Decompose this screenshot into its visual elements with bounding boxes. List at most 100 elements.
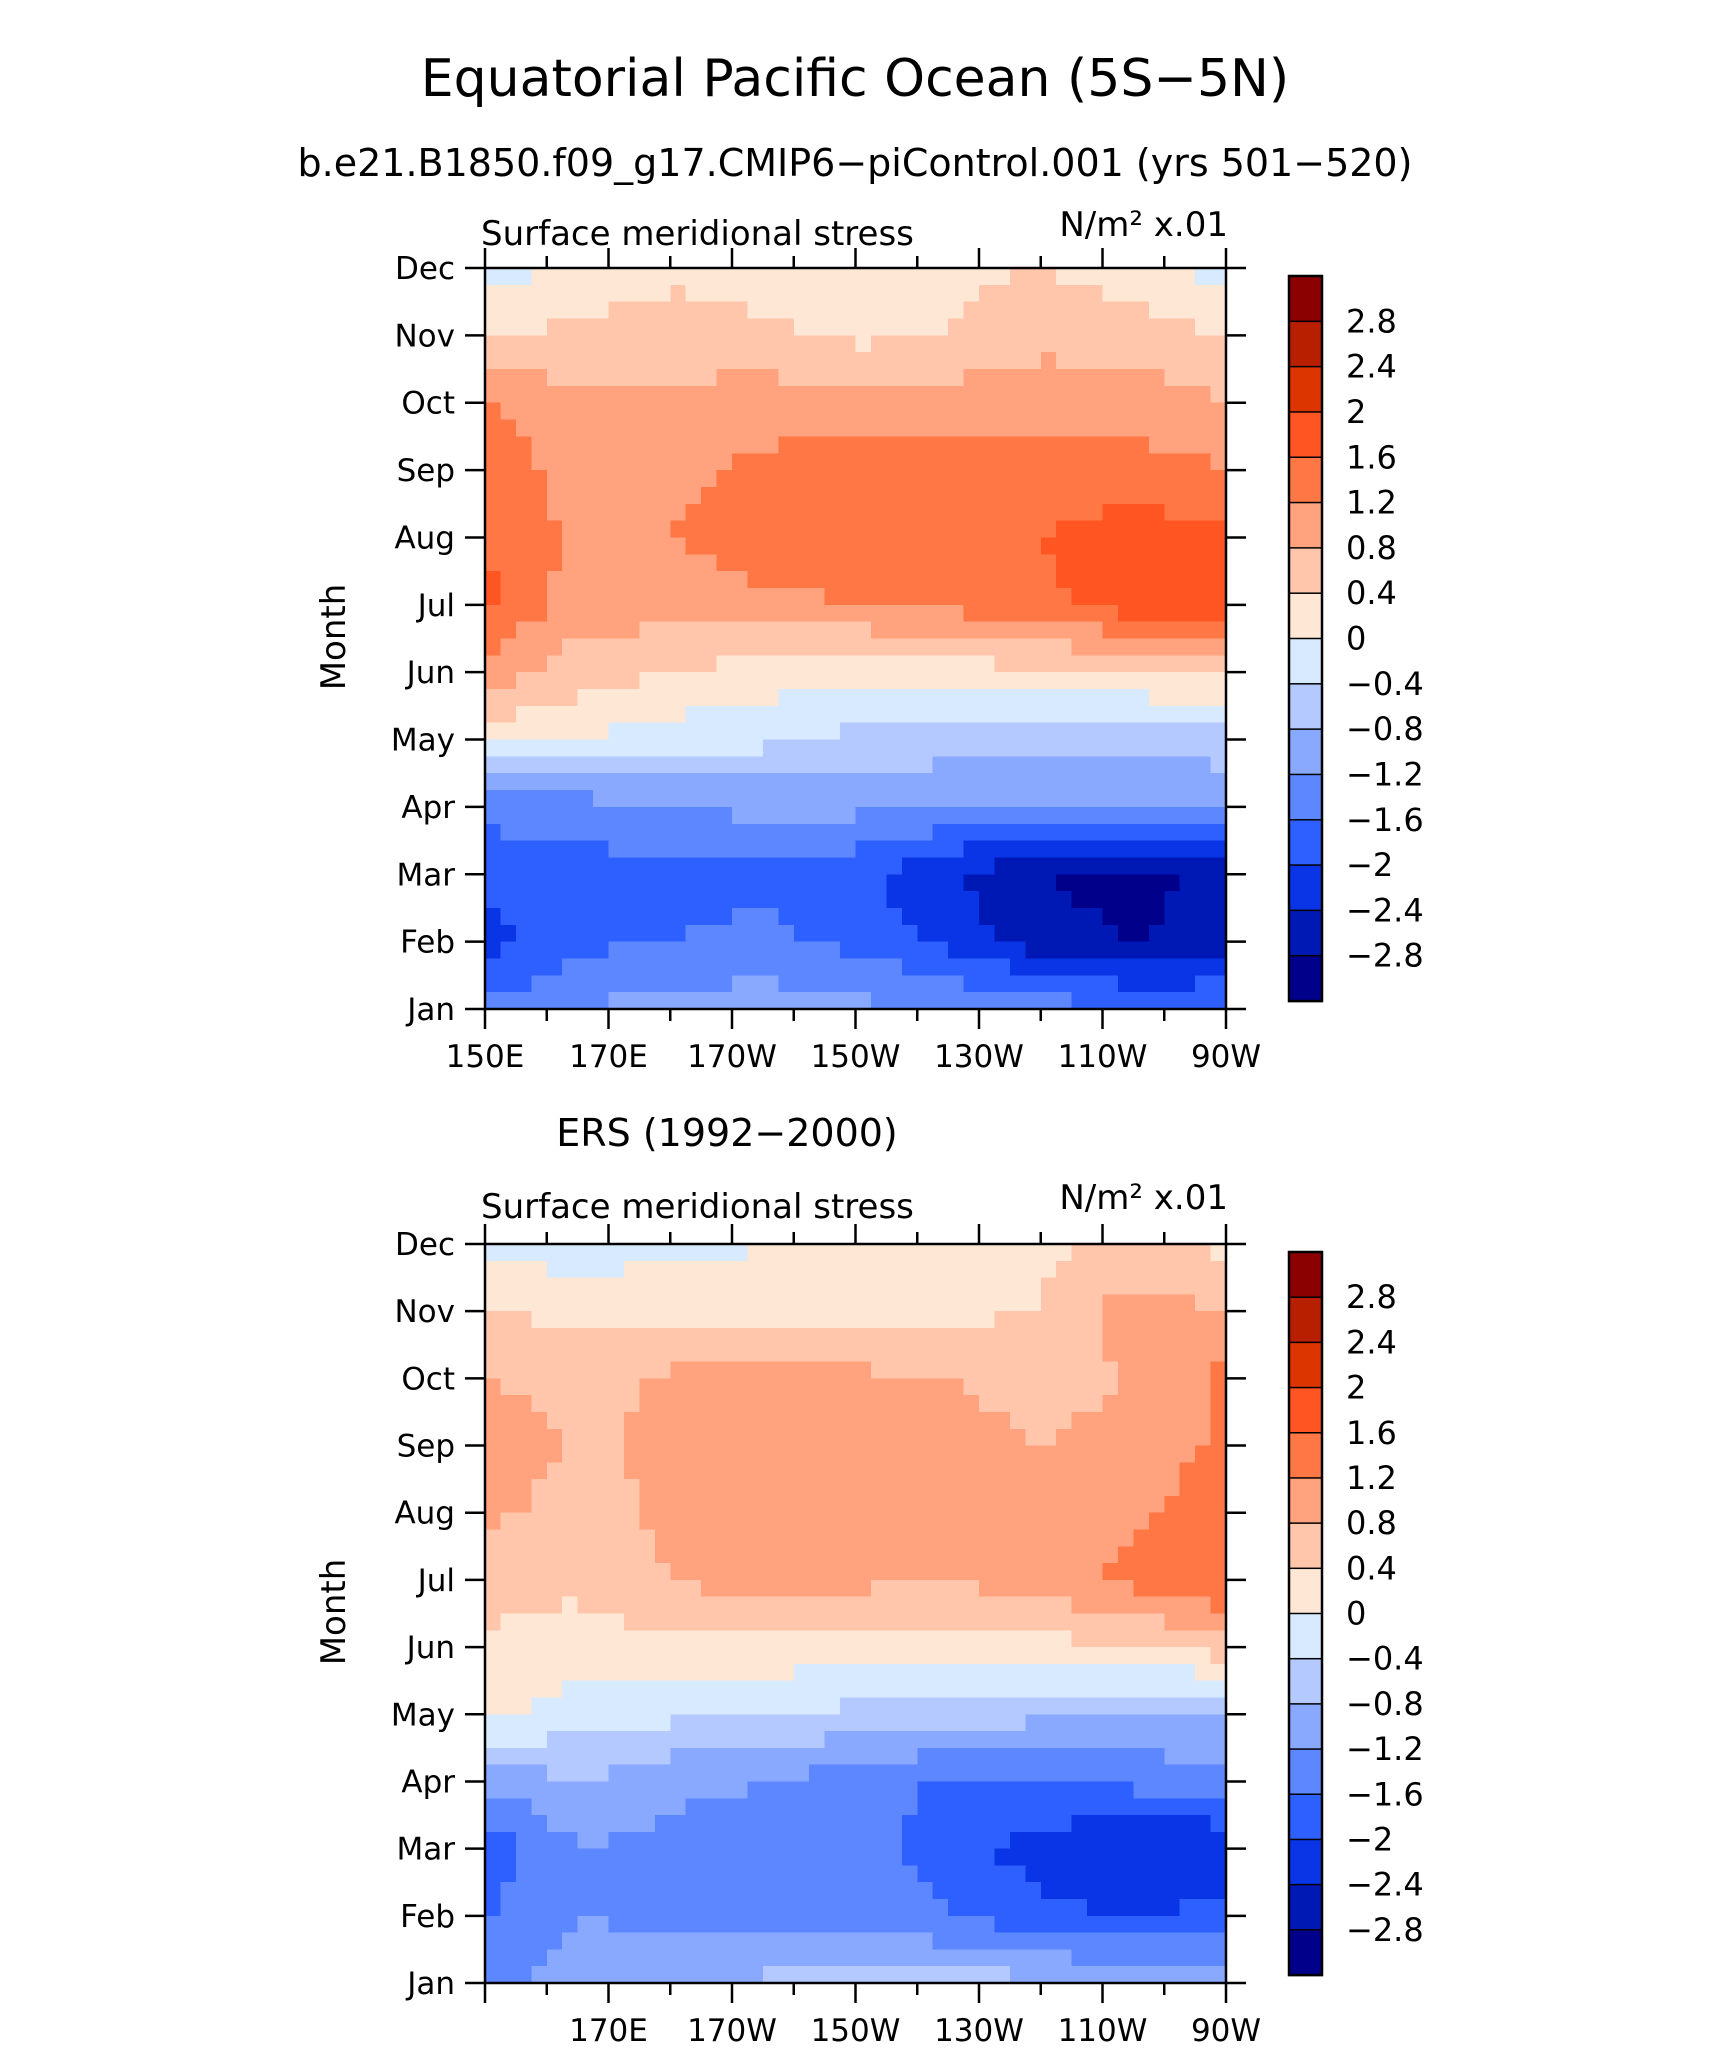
contour-cell — [1056, 689, 1073, 707]
contour-cell — [886, 1579, 903, 1598]
contour-cell — [623, 604, 640, 623]
contour-cell — [932, 874, 949, 892]
contour-cell — [500, 1882, 517, 1900]
contour-cell — [855, 1411, 872, 1430]
contour-cell — [701, 689, 718, 707]
contour-cell — [485, 840, 502, 859]
contour-cell — [1071, 689, 1088, 707]
contour-cell — [994, 1327, 1011, 1346]
contour-cell — [1009, 1899, 1026, 1917]
contour-cell — [1210, 1680, 1227, 1699]
contour-cell — [500, 1647, 517, 1665]
contour-cell — [701, 352, 718, 370]
contour-cell — [1148, 1361, 1165, 1379]
contour-cell — [1009, 857, 1026, 875]
contour-cell — [809, 1680, 826, 1699]
contour-cell — [608, 975, 625, 993]
contour-cell — [886, 1277, 903, 1295]
contour-cell — [593, 739, 610, 757]
contour-cell — [855, 975, 872, 993]
contour-cell — [1009, 385, 1026, 404]
contour-cell — [1117, 1563, 1134, 1581]
contour-cell — [716, 470, 733, 488]
contour-cell — [1195, 1411, 1212, 1430]
contour-cell — [1117, 823, 1134, 842]
contour-cell — [500, 1596, 517, 1615]
contour-cell — [654, 1277, 671, 1295]
contour-cell — [979, 1395, 996, 1413]
contour-cell — [1117, 1848, 1134, 1867]
contour-cell — [1087, 1361, 1104, 1379]
contour-cell — [1087, 604, 1104, 623]
contour-cell — [716, 1915, 733, 1934]
contour-cell — [716, 520, 733, 539]
contour-cell — [701, 1529, 718, 1547]
contour-cell — [1210, 268, 1227, 286]
contour-cell — [608, 773, 625, 791]
contour-cell — [747, 1663, 764, 1682]
contour-cell — [515, 689, 532, 707]
contour-cell — [855, 1680, 872, 1699]
contour-cell — [932, 268, 949, 286]
contour-cell — [701, 1932, 718, 1951]
contour-cell — [716, 1579, 733, 1598]
contour-cell — [1071, 1294, 1088, 1312]
contour-cell — [870, 301, 887, 320]
contour-cell — [1164, 369, 1181, 387]
contour-cell — [716, 352, 733, 370]
contour-cell — [500, 284, 517, 303]
contour-cell — [1087, 1479, 1104, 1497]
contour-cell — [593, 369, 610, 387]
contour-cell — [901, 672, 918, 690]
contour-cell — [593, 907, 610, 926]
contour-cell — [577, 1327, 594, 1346]
y-tick-label: Apr — [401, 790, 455, 826]
contour-cell — [562, 1647, 579, 1665]
contour-cell — [1040, 1294, 1057, 1312]
contour-cell — [485, 1512, 502, 1531]
contour-cell — [1040, 301, 1057, 320]
contour-cell — [577, 689, 594, 707]
contour-cell — [485, 773, 502, 791]
contour-cell — [593, 1361, 610, 1379]
contour-cell — [1071, 537, 1088, 555]
contour-cell — [1133, 1445, 1150, 1463]
contour-cell — [824, 1815, 841, 1833]
contour-cell — [639, 1260, 656, 1279]
contour-cell — [932, 790, 949, 808]
contour-cell — [500, 689, 517, 707]
contour-cell — [1009, 369, 1026, 387]
contour-cell — [623, 1932, 640, 1951]
contour-cell — [886, 1663, 903, 1682]
contour-cell — [639, 604, 656, 623]
contour-cell — [515, 1529, 532, 1547]
contour-cell — [670, 705, 687, 724]
contour-cell — [1148, 739, 1165, 757]
contour-cell — [762, 1731, 779, 1749]
contour-cell — [562, 1747, 579, 1766]
contour-cell — [809, 924, 826, 943]
contour-cell — [1025, 655, 1042, 673]
contour-cell — [1195, 1311, 1212, 1329]
contour-cell — [1164, 1596, 1181, 1615]
contour-cell — [979, 1546, 996, 1564]
contour-cell — [1195, 638, 1212, 656]
contour-cell — [1102, 806, 1119, 825]
contour-cell — [1133, 587, 1150, 606]
contour-cell — [979, 1479, 996, 1497]
contour-cell — [747, 958, 764, 976]
contour-cell — [577, 891, 594, 909]
contour-cell — [1148, 638, 1165, 656]
contour-cell — [747, 874, 764, 892]
contour-cell — [531, 571, 548, 589]
contour-cell — [917, 369, 934, 387]
contour-cell — [593, 1294, 610, 1312]
contour-cell — [654, 705, 671, 724]
contour-cell — [654, 1563, 671, 1581]
contour-cell — [716, 958, 733, 976]
contour-cell — [485, 1697, 502, 1715]
contour-cell — [793, 874, 810, 892]
contour-cell — [500, 520, 517, 539]
contour-cell — [1025, 385, 1042, 404]
contour-cell — [948, 554, 965, 572]
